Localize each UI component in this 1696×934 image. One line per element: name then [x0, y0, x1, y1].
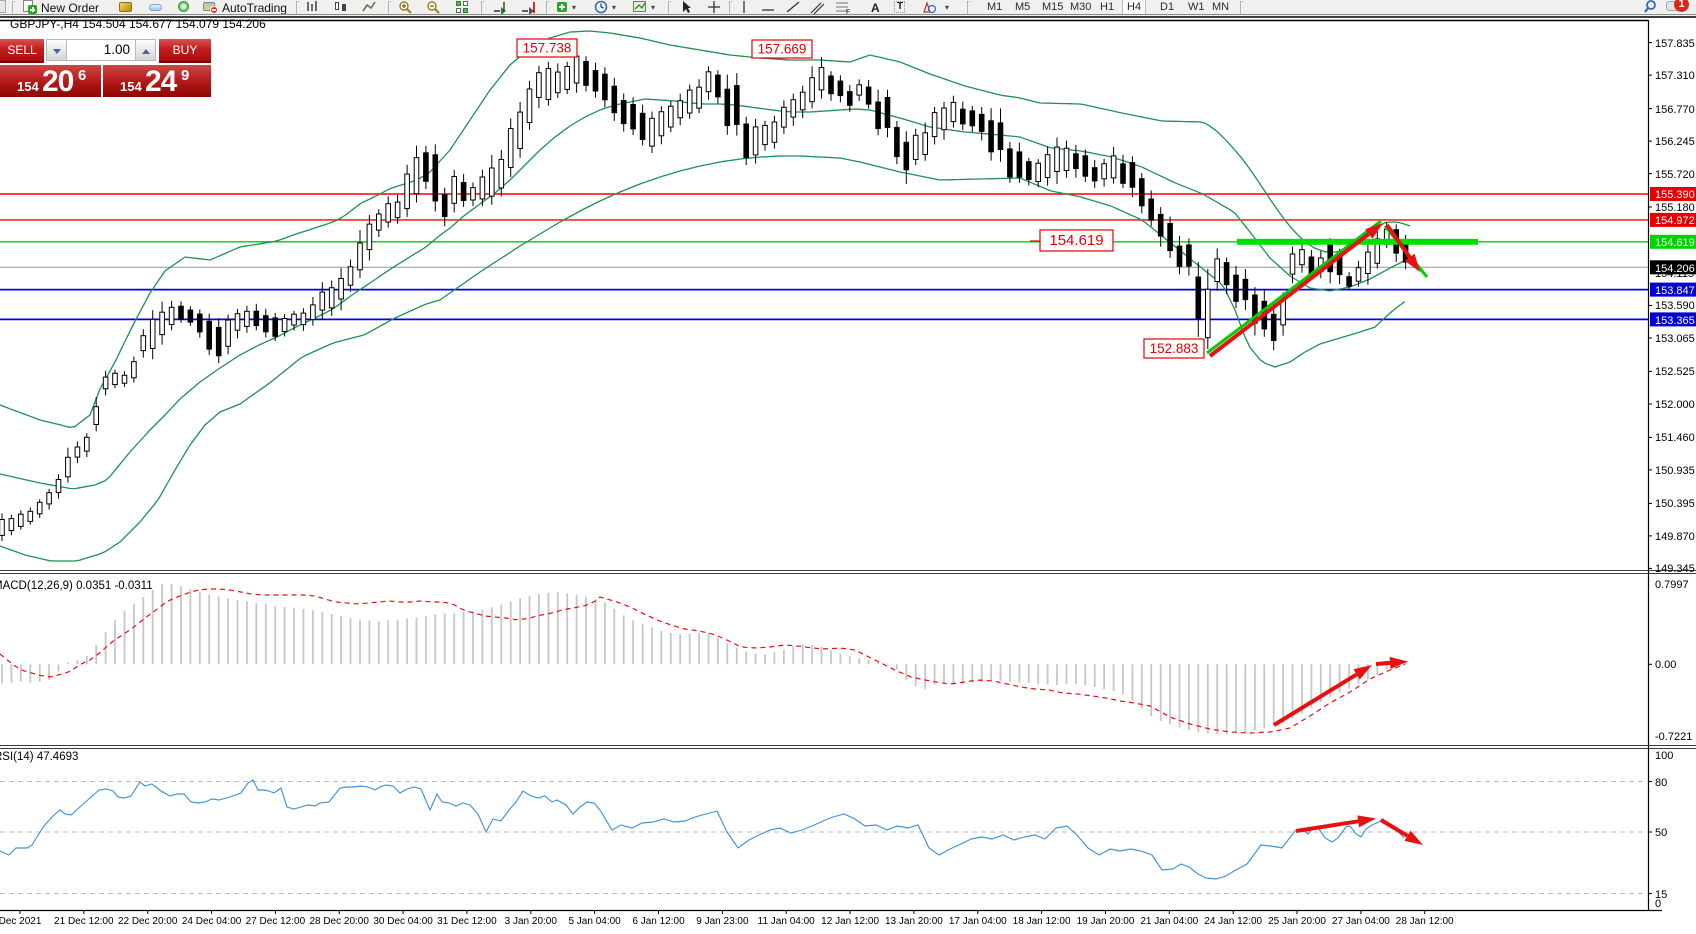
svg-text:153.065: 153.065	[1655, 333, 1695, 345]
svg-text:80: 80	[1655, 777, 1667, 789]
svg-text:Dec 2021: Dec 2021	[0, 916, 42, 927]
svg-text:28 Jan 12:00: 28 Jan 12:00	[1396, 916, 1454, 927]
svg-text:-0.7221: -0.7221	[1655, 731, 1692, 743]
svg-text:100: 100	[1655, 750, 1673, 762]
svg-text:MACD(12,26,9) 0.0351 -0.0311: MACD(12,26,9) 0.0351 -0.0311	[0, 580, 153, 592]
svg-text:155.180: 155.180	[1655, 202, 1695, 214]
svg-text:RSI(14) 47.4693: RSI(14) 47.4693	[0, 751, 78, 763]
svg-text:157.669: 157.669	[758, 42, 807, 57]
svg-text:150.395: 150.395	[1655, 498, 1695, 510]
svg-text:0: 0	[1655, 898, 1661, 910]
svg-text:27 Jan 04:00: 27 Jan 04:00	[1332, 916, 1390, 927]
svg-text:15: 15	[1655, 889, 1667, 901]
svg-text:31 Dec 12:00: 31 Dec 12:00	[437, 916, 497, 927]
svg-text:152.883: 152.883	[1150, 341, 1199, 356]
svg-text:154.206: 154.206	[1655, 263, 1695, 275]
svg-text:5 Jan 04:00: 5 Jan 04:00	[568, 916, 621, 927]
svg-text:154.619: 154.619	[1049, 232, 1103, 249]
svg-text:24 Dec 04:00: 24 Dec 04:00	[182, 916, 242, 927]
svg-text:149.345: 149.345	[1655, 563, 1695, 575]
svg-text:22 Dec 20:00: 22 Dec 20:00	[118, 916, 178, 927]
svg-text:152.525: 152.525	[1655, 366, 1695, 378]
svg-text:155.390: 155.390	[1655, 189, 1695, 201]
svg-text:21 Dec 12:00: 21 Dec 12:00	[54, 916, 114, 927]
svg-text:151.460: 151.460	[1655, 432, 1695, 444]
svg-text:154.619: 154.619	[1655, 237, 1695, 249]
svg-text:149.870: 149.870	[1655, 531, 1695, 543]
svg-text:153.365: 153.365	[1655, 315, 1695, 327]
svg-text:6 Jan 12:00: 6 Jan 12:00	[632, 916, 685, 927]
svg-text:28 Dec 20:00: 28 Dec 20:00	[309, 916, 369, 927]
svg-text:153.590: 153.590	[1655, 300, 1695, 312]
svg-text:153.847: 153.847	[1655, 285, 1695, 297]
svg-text:50: 50	[1655, 827, 1667, 839]
svg-text:12 Jan 12:00: 12 Jan 12:00	[821, 916, 879, 927]
svg-text:19 Jan 20:00: 19 Jan 20:00	[1077, 916, 1135, 927]
svg-text:157.835: 157.835	[1655, 38, 1695, 50]
svg-text:0.7997: 0.7997	[1655, 579, 1689, 591]
svg-text:157.310: 157.310	[1655, 70, 1695, 82]
svg-text:152.000: 152.000	[1655, 399, 1695, 411]
svg-text:GBPJPY-,H4 154.504 154.677 15: GBPJPY-,H4 154.504 154.677 154.079 154.2…	[10, 17, 266, 31]
svg-text:156.245: 156.245	[1655, 136, 1695, 148]
svg-text:9 Jan 23:00: 9 Jan 23:00	[696, 916, 749, 927]
svg-text:27 Dec 12:00: 27 Dec 12:00	[246, 916, 306, 927]
svg-text:25 Jan 20:00: 25 Jan 20:00	[1268, 916, 1326, 927]
svg-text:13 Jan 20:00: 13 Jan 20:00	[885, 916, 943, 927]
svg-text:21 Jan 04:00: 21 Jan 04:00	[1140, 916, 1198, 927]
svg-text:3 Jan 20:00: 3 Jan 20:00	[505, 916, 558, 927]
svg-text:157.738: 157.738	[523, 41, 572, 56]
svg-text:24 Jan 12:00: 24 Jan 12:00	[1204, 916, 1262, 927]
svg-text:155.720: 155.720	[1655, 169, 1695, 181]
svg-text:11 Jan 04:00: 11 Jan 04:00	[758, 916, 816, 927]
svg-text:17 Jan 04:00: 17 Jan 04:00	[949, 916, 1007, 927]
svg-text:30 Dec 04:00: 30 Dec 04:00	[373, 916, 433, 927]
svg-text:18 Jan 12:00: 18 Jan 12:00	[1013, 916, 1071, 927]
svg-text:150.935: 150.935	[1655, 465, 1695, 477]
svg-text:F: F	[846, 9, 850, 15]
svg-text:154.972: 154.972	[1655, 215, 1695, 227]
svg-text:0.00: 0.00	[1655, 659, 1676, 671]
svg-text:156.770: 156.770	[1655, 104, 1695, 116]
